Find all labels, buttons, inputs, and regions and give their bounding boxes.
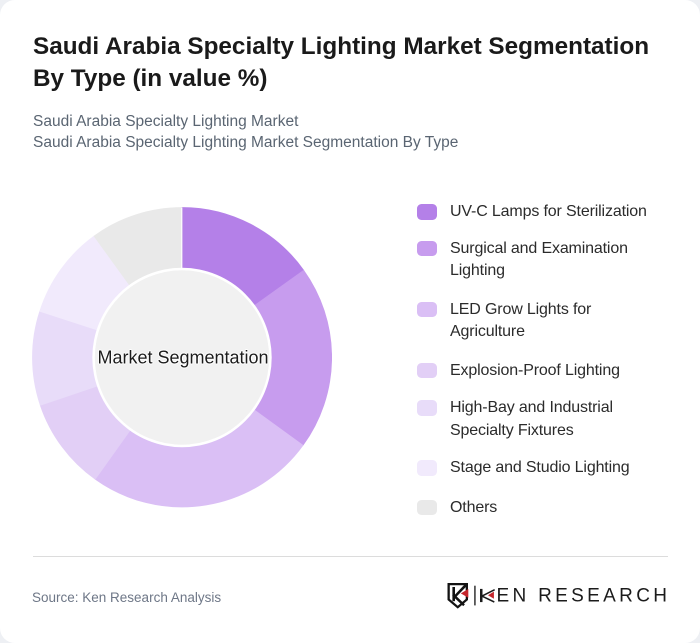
svg-text:EN RESEARCH: EN RESEARCH — [497, 585, 668, 606]
